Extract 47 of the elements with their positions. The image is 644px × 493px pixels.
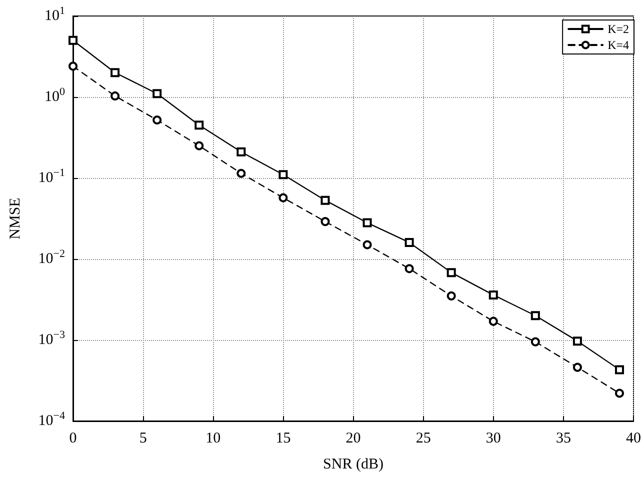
legend-label: K=4 [608, 38, 630, 52]
point [68, 62, 78, 71]
x-tick-label: 15 [276, 430, 291, 446]
point [572, 336, 582, 346]
point [320, 217, 330, 226]
point [152, 116, 162, 124]
x-tick-label: 35 [556, 430, 571, 446]
point [320, 196, 330, 205]
point [278, 170, 288, 180]
point [362, 240, 372, 250]
point [614, 388, 624, 398]
y-axis-title: NMSE [8, 198, 24, 240]
y-tick-label: 10$^{0}$ [44, 86, 65, 107]
x-tick-label: 0 [69, 430, 77, 446]
point [404, 238, 414, 247]
legend-label: K=2 [608, 22, 630, 36]
x-tick-label: 30 [486, 430, 501, 446]
point [488, 290, 498, 300]
y-tick-label: 10$^{−2}$ [38, 248, 65, 269]
point [530, 337, 540, 346]
point [446, 268, 456, 278]
point [614, 365, 624, 374]
point [446, 291, 456, 300]
point [278, 193, 288, 202]
point [404, 264, 414, 274]
point [572, 362, 582, 372]
point [530, 311, 540, 320]
point [194, 141, 204, 150]
x-tick-label: 20 [346, 430, 361, 446]
y-tick-label: 10$^{−4}$ [38, 410, 65, 431]
y-tick-label: 10$^{−1}$ [38, 167, 65, 188]
point [362, 218, 372, 228]
x-axis-title: SNR (dB) [323, 456, 384, 472]
point [110, 68, 120, 78]
point [236, 147, 246, 156]
point [488, 316, 498, 326]
y-tick-label: 10$^{1}$ [44, 5, 65, 26]
x-tick-label: 5 [139, 430, 147, 446]
point [194, 120, 204, 130]
x-tick-label: 40 [626, 430, 641, 446]
point [110, 91, 120, 100]
point [152, 89, 162, 98]
y-tick-label: 10$^{−3}$ [38, 329, 65, 350]
point [68, 36, 78, 45]
point [236, 168, 246, 178]
x-tick-label: 25 [416, 430, 431, 446]
x-tick-label: 10 [206, 430, 221, 446]
